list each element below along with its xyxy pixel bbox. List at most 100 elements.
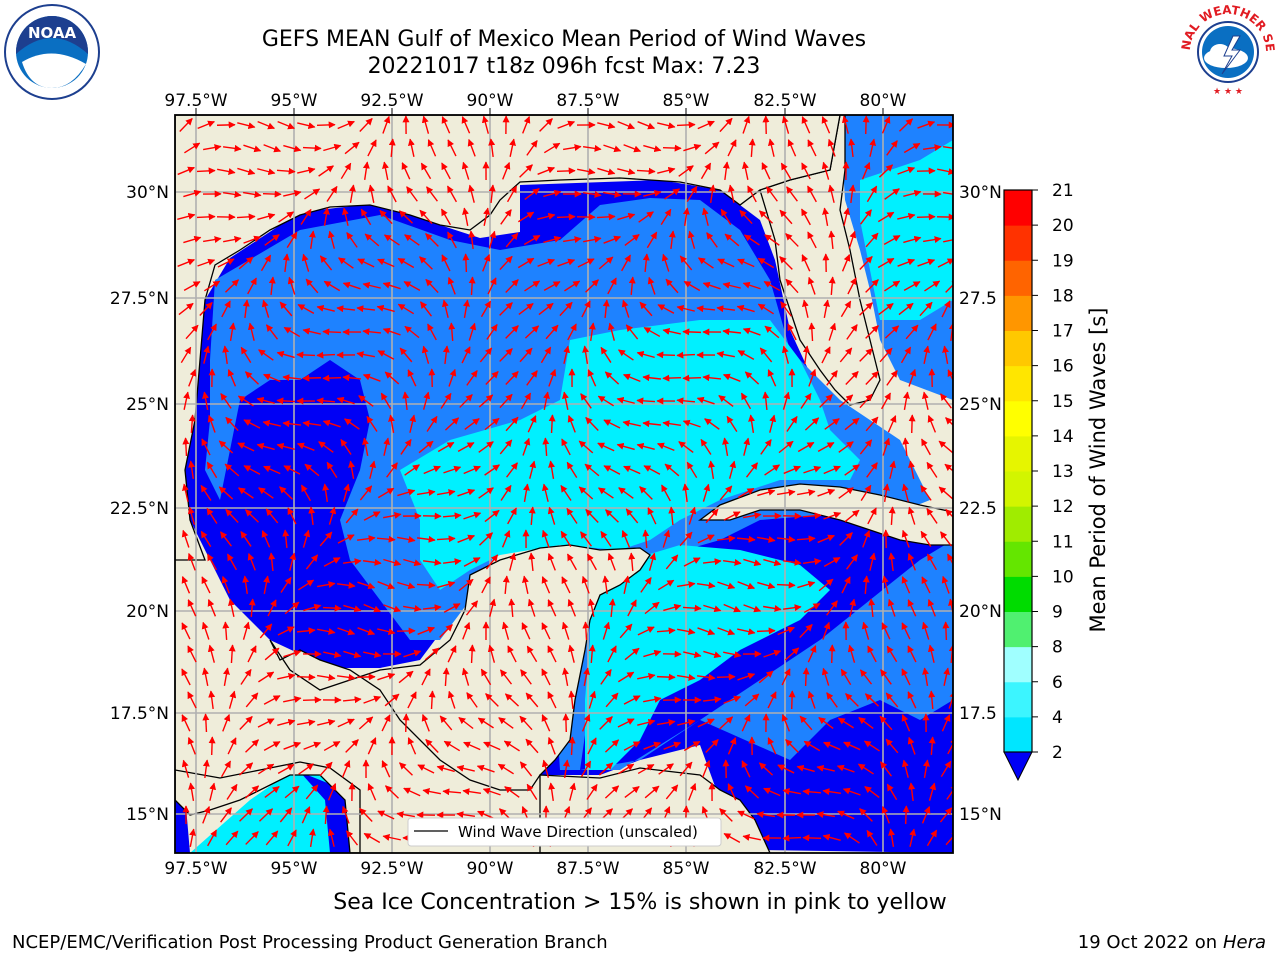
- wave-direction-arrow: [397, 581, 416, 590]
- wave-direction-arrow: [277, 121, 296, 130]
- wave-direction-arrow: [636, 350, 655, 359]
- wave-direction-arrow: [823, 511, 842, 520]
- wave-direction-arrow: [183, 235, 202, 244]
- wave-direction-arrow: [508, 598, 516, 618]
- wave-direction-arrow: [901, 483, 909, 502]
- wave-direction-arrow: [742, 281, 761, 290]
- lon-label-top: 82.5°W: [753, 91, 816, 111]
- wave-direction-arrow: [362, 281, 381, 289]
- wave-direction-arrow: [638, 211, 654, 223]
- wave-direction-arrow: [859, 439, 873, 455]
- wave-direction-arrow: [941, 575, 950, 594]
- wave-direction-arrow: [503, 740, 520, 752]
- wave-direction-arrow: [662, 529, 671, 548]
- wave-direction-arrow: [581, 300, 591, 318]
- wave-direction-arrow: [785, 278, 799, 294]
- noaa-logo: NOAA: [2, 2, 102, 102]
- wave-direction-arrow: [821, 346, 831, 364]
- wave-direction-arrow: [357, 627, 376, 636]
- wave-direction-arrow: [322, 604, 342, 612]
- wave-direction-arrow: [716, 673, 736, 681]
- wave-direction-arrow: [467, 184, 475, 203]
- wave-direction-arrow: [879, 347, 893, 363]
- wave-direction-arrow: [247, 322, 255, 341]
- wave-direction-arrow: [256, 396, 275, 405]
- wave-direction-arrow: [600, 669, 612, 685]
- wave-direction-arrow: [762, 391, 770, 411]
- wave-direction-arrow: [524, 280, 541, 292]
- wave-direction-arrow: [499, 255, 513, 271]
- wave-direction-arrow: [342, 696, 362, 704]
- wave-direction-arrow: [948, 598, 953, 617]
- wave-direction-arrow: [485, 370, 499, 386]
- wave-direction-arrow: [583, 667, 590, 686]
- wave-direction-arrow: [716, 351, 735, 358]
- colorbar-tick-label: 20: [1052, 216, 1074, 236]
- wave-direction-arrow: [603, 190, 622, 198]
- wave-direction-arrow: [327, 230, 336, 249]
- wave-direction-arrow: [528, 552, 536, 572]
- wave-direction-arrow: [322, 483, 330, 503]
- wave-direction-arrow: [943, 667, 950, 686]
- wave-direction-arrow: [907, 552, 917, 571]
- wave-direction-arrow: [884, 188, 900, 200]
- wave-direction-arrow: [337, 718, 355, 728]
- wave-direction-arrow: [683, 557, 701, 567]
- wave-direction-arrow: [616, 396, 635, 404]
- wave-direction-arrow: [421, 668, 431, 686]
- wave-direction-arrow: [364, 233, 380, 247]
- wave-direction-arrow: [760, 439, 772, 455]
- wave-direction-arrow: [201, 621, 210, 640]
- wave-direction-arrow: [603, 419, 621, 429]
- wave-direction-arrow: [247, 277, 257, 295]
- wave-direction-arrow: [404, 234, 420, 246]
- wave-direction-arrow: [308, 230, 316, 250]
- wave-direction-arrow: [869, 552, 877, 571]
- wave-direction-arrow: [461, 346, 471, 364]
- colorbar-segment: [1004, 225, 1032, 261]
- wave-direction-arrow: [226, 553, 238, 571]
- wave-direction-arrow: [543, 235, 562, 244]
- wave-direction-arrow: [505, 416, 519, 432]
- wave-direction-arrow: [427, 139, 437, 157]
- wave-direction-arrow: [344, 141, 360, 155]
- wave-direction-arrow: [865, 416, 879, 432]
- wave-direction-arrow: [898, 302, 914, 316]
- wave-direction-arrow: [637, 718, 656, 726]
- wave-direction-arrow: [919, 301, 933, 317]
- wave-direction-arrow: [568, 690, 576, 710]
- wave-direction-arrow: [182, 437, 190, 457]
- wave-direction-arrow: [724, 233, 740, 247]
- wave-direction-arrow: [780, 162, 792, 180]
- wave-direction-arrow: [640, 577, 652, 593]
- wave-direction-arrow: [202, 391, 209, 410]
- wave-direction-arrow: [708, 184, 716, 204]
- wave-direction-arrow: [838, 441, 854, 453]
- wave-direction-arrow: [543, 189, 562, 198]
- wave-direction-arrow: [541, 714, 551, 732]
- wave-direction-arrow: [297, 304, 315, 314]
- wave-direction-arrow: [722, 437, 730, 456]
- wave-direction-arrow: [763, 604, 782, 612]
- wave-direction-arrow: [317, 718, 336, 726]
- wave-direction-arrow: [468, 230, 476, 250]
- wave-direction-arrow: [540, 346, 552, 364]
- central-america-land: [175, 761, 361, 853]
- wave-direction-arrow: [621, 530, 631, 548]
- wave-direction-arrow: [801, 116, 811, 134]
- legend-label: Wind Wave Direction (unscaled): [458, 823, 698, 841]
- wave-direction-arrow: [282, 529, 290, 549]
- wave-direction-arrow: [265, 508, 279, 524]
- wave-direction-arrow: [543, 391, 550, 410]
- lon-label-bottom: 87.5°W: [556, 859, 619, 879]
- wave-direction-arrow: [677, 718, 696, 726]
- wave-direction-arrow: [584, 463, 600, 477]
- wave-direction-arrow: [741, 760, 751, 778]
- wave-direction-arrow: [636, 442, 655, 450]
- wave-direction-arrow: [945, 279, 953, 293]
- wave-direction-arrow: [485, 693, 499, 707]
- wave-direction-arrow: [728, 460, 737, 479]
- wave-direction-arrow: [587, 369, 597, 387]
- wave-direction-arrow: [697, 120, 715, 130]
- wave-direction-arrow: [498, 717, 514, 729]
